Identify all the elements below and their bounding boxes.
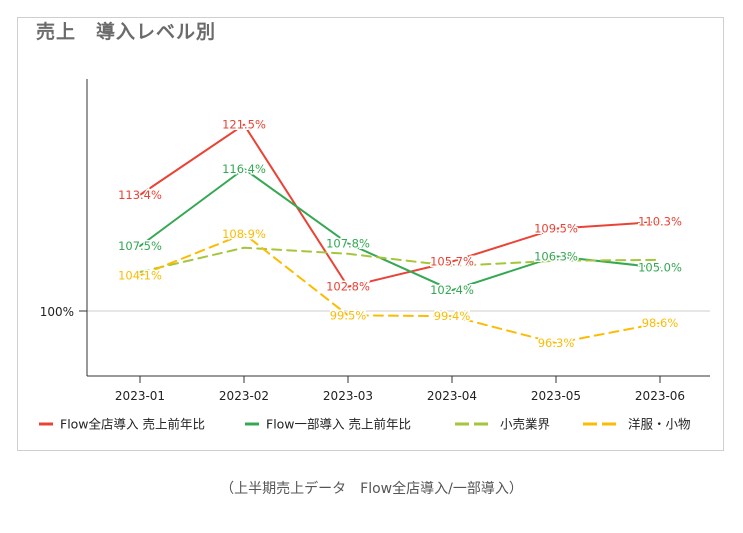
x-tick-label: 2023-02 <box>219 389 269 403</box>
data-label-4: 99.5% <box>330 308 367 322</box>
data-label-4: 104.1% <box>118 268 162 282</box>
data-label-4: 98.6% <box>642 316 679 330</box>
x-tick-label: 2023-03 <box>323 389 373 403</box>
data-label-2: 116.4% <box>222 162 266 176</box>
data-label-1: 102.8% <box>326 280 370 294</box>
x-tick-label: 2023-06 <box>635 389 685 403</box>
series-line-3 <box>139 246 661 273</box>
series-line-2 <box>139 167 661 292</box>
data-label-1: 105.7% <box>430 255 474 269</box>
chart-title: 売上 導入レベル別 <box>36 21 217 43</box>
x-tick-label: 2023-04 <box>427 389 477 403</box>
data-label-4: 96.3% <box>538 336 575 350</box>
chart-panel <box>17 17 724 451</box>
data-label-1: 109.5% <box>534 222 578 236</box>
data-label-2: 107.8% <box>326 236 370 250</box>
x-tick-label: 2023-05 <box>531 389 581 403</box>
series-line-4 <box>139 232 661 345</box>
x-tick-label: 2023-01 <box>115 389 165 403</box>
data-label-1: 110.3% <box>638 215 682 229</box>
figure-caption: （上半期売上データ Flow全店導入/一部導入） <box>220 481 523 497</box>
reference-label: 100% <box>40 305 74 319</box>
data-label-1: 113.4% <box>118 188 162 202</box>
data-label-4: 99.4% <box>434 309 471 323</box>
data-label-2: 106.3% <box>534 249 578 263</box>
legend-label-2: Flow一部導入 売上前年比 <box>266 417 411 432</box>
line-chart: 100% 2023-01 2023-02 2023-03 2023-04 2023-05 2… <box>39 79 710 432</box>
legend-label-4: 洋服・小物 <box>628 417 691 432</box>
data-label-2: 107.5% <box>118 239 162 253</box>
legend-label-3: 小売業界 <box>500 417 551 432</box>
series-line-1 <box>139 123 661 288</box>
data-label-1: 121.5% <box>222 118 266 132</box>
data-label-2: 105.0% <box>638 261 682 275</box>
legend-label-1: Flow全店導入 売上前年比 <box>60 417 205 432</box>
data-label-2: 102.4% <box>430 283 474 297</box>
data-label-4: 108.9% <box>222 227 266 241</box>
